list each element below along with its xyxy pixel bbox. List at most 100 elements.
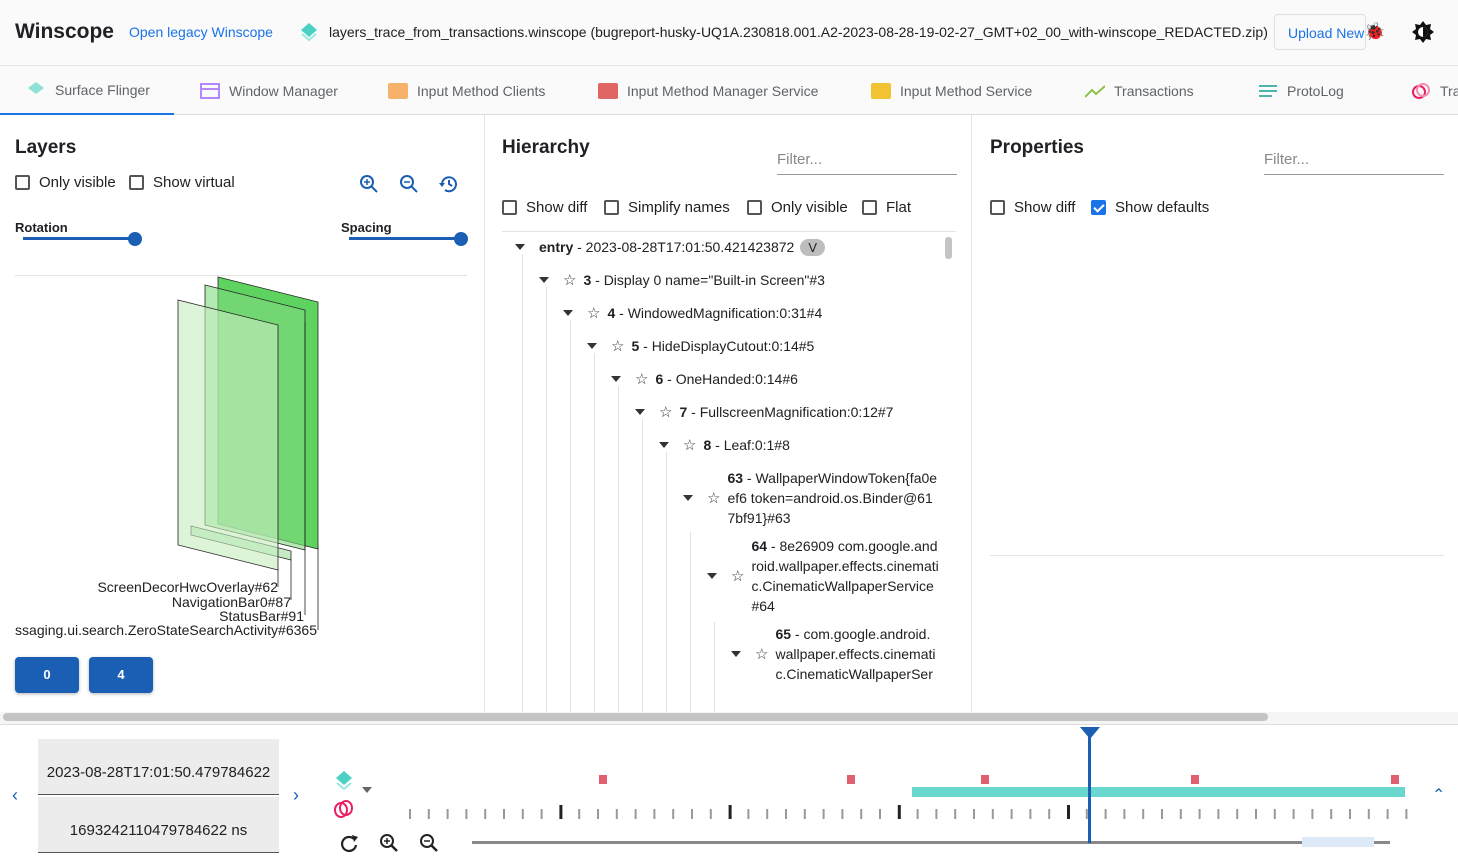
trace-select-dropdown-icon[interactable] bbox=[362, 787, 372, 793]
only-visible-checkbox[interactable]: Only visible bbox=[747, 199, 848, 216]
expand-arrow-icon[interactable] bbox=[731, 651, 741, 657]
zoom-out-icon[interactable] bbox=[399, 174, 419, 194]
theme-toggle-icon[interactable] bbox=[1412, 21, 1434, 43]
timestamp-ns-input[interactable]: 1693242110479784622 ns bbox=[38, 797, 279, 853]
minor-tick[interactable] bbox=[578, 809, 581, 819]
open-legacy-link[interactable]: Open legacy Winscope bbox=[129, 24, 273, 40]
layers-trace-icon[interactable] bbox=[334, 770, 354, 792]
layer-label[interactable]: StatusBar#91 bbox=[219, 608, 304, 624]
zoom-out-icon[interactable] bbox=[419, 833, 439, 853]
expand-arrow-icon[interactable] bbox=[635, 409, 645, 415]
minor-tick[interactable] bbox=[973, 809, 975, 819]
minor-tick[interactable] bbox=[785, 809, 787, 819]
star-icon[interactable]: ☆ bbox=[755, 646, 769, 663]
minor-tick[interactable] bbox=[879, 809, 881, 819]
properties-filter-input[interactable]: Filter... bbox=[1264, 151, 1444, 175]
minor-tick[interactable] bbox=[1048, 809, 1051, 819]
major-tick[interactable] bbox=[897, 805, 901, 819]
minor-tick[interactable] bbox=[1029, 809, 1032, 819]
minor-tick[interactable] bbox=[1367, 809, 1370, 819]
timeline-cursor-handle[interactable] bbox=[1080, 727, 1100, 739]
minor-tick[interactable] bbox=[503, 809, 505, 819]
minor-tick[interactable] bbox=[747, 809, 750, 819]
minor-tick[interactable] bbox=[634, 809, 637, 819]
major-tick[interactable] bbox=[728, 805, 732, 819]
spacing-slider-thumb[interactable] bbox=[454, 232, 468, 246]
timeline-track[interactable] bbox=[0, 725, 1458, 861]
minor-tick[interactable] bbox=[991, 809, 994, 819]
zoom-in-icon[interactable] bbox=[359, 174, 379, 194]
next-entry-button[interactable]: › bbox=[293, 785, 299, 805]
minor-tick[interactable] bbox=[540, 809, 543, 819]
tree-node[interactable]: ☆ 65 - com.google.android.wallpaper.effec… bbox=[731, 624, 956, 684]
layers-entries-bar[interactable] bbox=[912, 787, 1405, 797]
flat-checkbox[interactable]: Flat bbox=[862, 199, 911, 216]
checkbox-box[interactable] bbox=[15, 175, 30, 190]
tree-node[interactable]: ☆ 8 - Leaf:0:1#8 bbox=[659, 435, 790, 455]
minor-tick[interactable] bbox=[860, 809, 863, 819]
transaction-entry[interactable] bbox=[1391, 775, 1399, 784]
expand-arrow-icon[interactable] bbox=[563, 310, 573, 316]
star-icon[interactable]: ☆ bbox=[587, 305, 601, 322]
minor-tick[interactable] bbox=[1349, 809, 1351, 819]
checkbox-box[interactable] bbox=[990, 200, 1005, 215]
star-icon[interactable]: ☆ bbox=[707, 490, 721, 507]
show-defaults-checkbox[interactable]: Show defaults bbox=[1091, 199, 1209, 216]
minimap-track[interactable] bbox=[472, 841, 1390, 844]
expand-timeline-button[interactable]: ⌃ bbox=[1432, 787, 1446, 804]
minor-tick[interactable] bbox=[1085, 809, 1088, 819]
minor-tick[interactable] bbox=[427, 809, 430, 819]
checkbox-box[interactable] bbox=[747, 200, 762, 215]
minor-tick[interactable] bbox=[465, 809, 468, 819]
minor-tick[interactable] bbox=[1179, 809, 1182, 819]
minor-tick[interactable] bbox=[1405, 809, 1408, 819]
show-diff-checkbox[interactable]: Show diff bbox=[990, 199, 1075, 216]
transaction-entry[interactable] bbox=[599, 775, 607, 784]
checkbox-box[interactable] bbox=[604, 200, 619, 215]
minor-tick[interactable] bbox=[1330, 809, 1333, 819]
minor-tick[interactable] bbox=[1198, 809, 1201, 819]
minor-tick[interactable] bbox=[1386, 809, 1389, 819]
reset-zoom-icon[interactable] bbox=[339, 833, 359, 853]
prev-entry-button[interactable]: ‹ bbox=[12, 785, 18, 805]
minor-tick[interactable] bbox=[615, 809, 618, 819]
minor-tick[interactable] bbox=[841, 809, 844, 819]
minor-tick[interactable] bbox=[1142, 809, 1145, 819]
star-icon[interactable]: ☆ bbox=[635, 371, 649, 388]
transaction-entry[interactable] bbox=[1191, 775, 1199, 784]
minor-tick[interactable] bbox=[1123, 809, 1126, 819]
minor-tick[interactable] bbox=[935, 809, 938, 819]
star-icon[interactable]: ☆ bbox=[611, 338, 625, 355]
minor-tick[interactable] bbox=[709, 809, 712, 819]
layer-label[interactable]: ssaging.ui.search.ZeroStateSearchActivit… bbox=[15, 622, 317, 638]
tab-window-manager[interactable]: Window Manager bbox=[200, 66, 338, 115]
tree-node[interactable]: ☆ 4 - WindowedMagnification:0:31#4 bbox=[563, 303, 822, 323]
major-tick[interactable] bbox=[1067, 805, 1070, 819]
minor-tick[interactable] bbox=[409, 809, 411, 819]
only-visible-checkbox[interactable]: Only visible bbox=[15, 174, 116, 191]
minor-tick[interactable] bbox=[1161, 809, 1163, 819]
tree-node[interactable]: ☆ 5 - HideDisplayCutout:0:14#5 bbox=[587, 336, 814, 356]
spacing-slider-track[interactable] bbox=[349, 237, 461, 240]
layer-label[interactable]: NavigationBar0#87 bbox=[171, 594, 291, 610]
tree-node[interactable]: ☆ 6 - OneHanded:0:14#6 bbox=[611, 369, 798, 389]
expand-arrow-icon[interactable] bbox=[683, 495, 693, 501]
zoom-in-icon[interactable] bbox=[379, 833, 399, 853]
tree-node[interactable]: ☆ 3 - Display 0 name="Built-in Screen"#3 bbox=[539, 270, 825, 290]
expand-arrow-icon[interactable] bbox=[587, 343, 597, 349]
tab-surface-flinger[interactable]: Surface Flinger bbox=[0, 66, 174, 115]
minor-tick[interactable] bbox=[597, 809, 599, 819]
tree-node[interactable]: ☆ 63 - WallpaperWindowToken{fa0eef6 token… bbox=[683, 468, 943, 528]
minor-tick[interactable] bbox=[1273, 809, 1276, 819]
timestamp-input[interactable]: 2023-08-28T17:01:50.479784622 bbox=[38, 739, 279, 795]
scrollbar-thumb[interactable] bbox=[3, 713, 1268, 721]
transitions-trace-icon[interactable] bbox=[333, 799, 355, 819]
tab-input-method-clients[interactable]: Input Method Clients bbox=[388, 66, 545, 115]
minor-tick[interactable] bbox=[916, 809, 919, 819]
tree-node-entry[interactable]: entry - 2023-08-28T17:01:50.421423872 V bbox=[515, 237, 825, 257]
tree-node[interactable]: ☆ 7 - FullscreenMagnification:0:12#7 bbox=[635, 402, 893, 422]
bug-icon[interactable]: 🐞 bbox=[1364, 22, 1386, 41]
expand-arrow-icon[interactable] bbox=[707, 573, 717, 579]
minor-tick[interactable] bbox=[822, 809, 825, 819]
horizontal-scrollbar[interactable] bbox=[0, 712, 1458, 724]
